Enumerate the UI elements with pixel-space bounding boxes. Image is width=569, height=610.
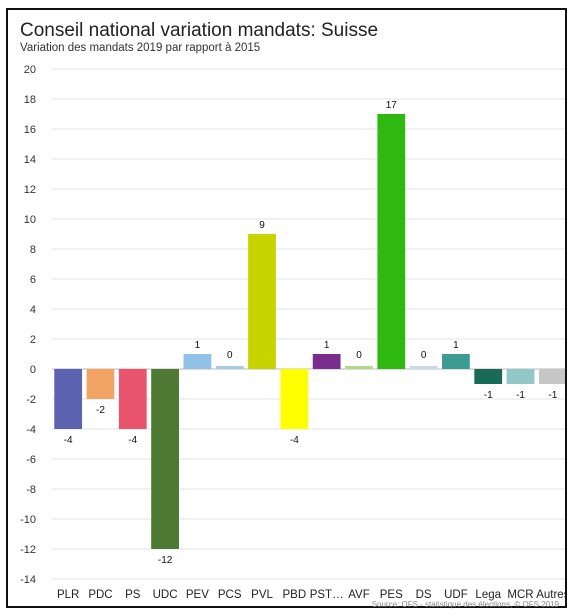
x-tick-label: PEV bbox=[186, 589, 209, 601]
chart-panel: Conseil national variation mandats: Suis… bbox=[6, 8, 567, 609]
x-tick-label: PCS bbox=[218, 589, 242, 601]
x-tick-label: DS bbox=[416, 589, 432, 601]
x-tick-label: MCR bbox=[507, 589, 533, 601]
x-tick-label: UDC bbox=[153, 589, 178, 601]
data-label: 0 bbox=[421, 350, 427, 361]
y-tick-label: 4 bbox=[30, 304, 36, 316]
x-tick-label: UDF bbox=[444, 589, 468, 601]
data-label: -1 bbox=[484, 390, 493, 401]
x-tick-label: PST… bbox=[310, 589, 344, 601]
bar-pdc bbox=[86, 369, 115, 399]
data-label: 9 bbox=[259, 220, 265, 231]
y-tick-label: 0 bbox=[30, 364, 36, 376]
data-label: 1 bbox=[324, 340, 330, 351]
y-tick-label: -10 bbox=[20, 514, 36, 526]
chart-title: Conseil national variation mandats: Suis… bbox=[20, 20, 379, 41]
data-label: -4 bbox=[290, 435, 299, 446]
bar-autres bbox=[538, 369, 565, 384]
x-tick-label: PLR bbox=[57, 589, 79, 601]
x-tick-label: AVF bbox=[348, 589, 370, 601]
data-label: -2 bbox=[96, 405, 105, 416]
x-tick-label: PS bbox=[125, 589, 141, 601]
y-tick-label: -2 bbox=[26, 394, 36, 406]
x-tick-label: Lega bbox=[475, 589, 501, 601]
bar-chart: -14-12-10-8-6-4-202468101214161820-4PLR-… bbox=[20, 64, 565, 601]
y-tick-label: 18 bbox=[24, 94, 36, 106]
x-tick-label: Autres bbox=[536, 589, 565, 601]
y-tick-label: 12 bbox=[24, 184, 36, 196]
y-tick-label: 6 bbox=[30, 274, 36, 286]
bar-udf bbox=[442, 354, 470, 369]
y-tick-label: 2 bbox=[30, 334, 36, 346]
bar-ps bbox=[118, 369, 147, 429]
bar-pbd bbox=[280, 369, 309, 429]
bar-pst bbox=[312, 354, 341, 369]
x-tick-label: PBD bbox=[283, 589, 307, 601]
data-label: -1 bbox=[516, 390, 525, 401]
bar-pvl bbox=[248, 234, 276, 369]
bar-avf bbox=[345, 366, 373, 369]
y-tick-label: -8 bbox=[26, 484, 36, 496]
y-tick-label: 10 bbox=[24, 214, 36, 226]
y-tick-label: -12 bbox=[20, 544, 36, 556]
y-tick-label: -6 bbox=[26, 454, 36, 466]
bar-pes bbox=[377, 114, 406, 369]
data-label: 0 bbox=[227, 350, 233, 361]
chart-source: Source: OFS - statistique des élections,… bbox=[371, 600, 559, 609]
bar-pev bbox=[183, 354, 212, 369]
data-label: 0 bbox=[356, 350, 362, 361]
bar-mcr bbox=[506, 369, 535, 384]
x-tick-label: PES bbox=[380, 589, 403, 601]
data-label: 17 bbox=[386, 100, 398, 111]
bar-plr bbox=[54, 369, 83, 429]
x-tick-label: PVL bbox=[251, 589, 273, 601]
x-tick-label: PDC bbox=[88, 589, 112, 601]
y-tick-label: 14 bbox=[24, 154, 36, 166]
bar-udc bbox=[151, 369, 179, 549]
data-label: -4 bbox=[128, 435, 137, 446]
data-label: 1 bbox=[453, 340, 459, 351]
bar-pcs bbox=[215, 366, 244, 369]
data-label: 1 bbox=[195, 340, 201, 351]
bar-ds bbox=[409, 366, 438, 369]
data-label: -12 bbox=[158, 555, 173, 566]
y-tick-label: -14 bbox=[20, 574, 36, 586]
y-tick-label: -4 bbox=[26, 424, 36, 436]
data-label: -1 bbox=[548, 390, 557, 401]
y-tick-label: 8 bbox=[30, 244, 36, 256]
y-tick-label: 20 bbox=[24, 64, 36, 76]
y-tick-label: 16 bbox=[24, 124, 36, 136]
chart-subtitle: Variation des mandats 2019 par rapport à… bbox=[20, 42, 261, 54]
data-label: -4 bbox=[64, 435, 73, 446]
bar-lega bbox=[474, 369, 503, 384]
